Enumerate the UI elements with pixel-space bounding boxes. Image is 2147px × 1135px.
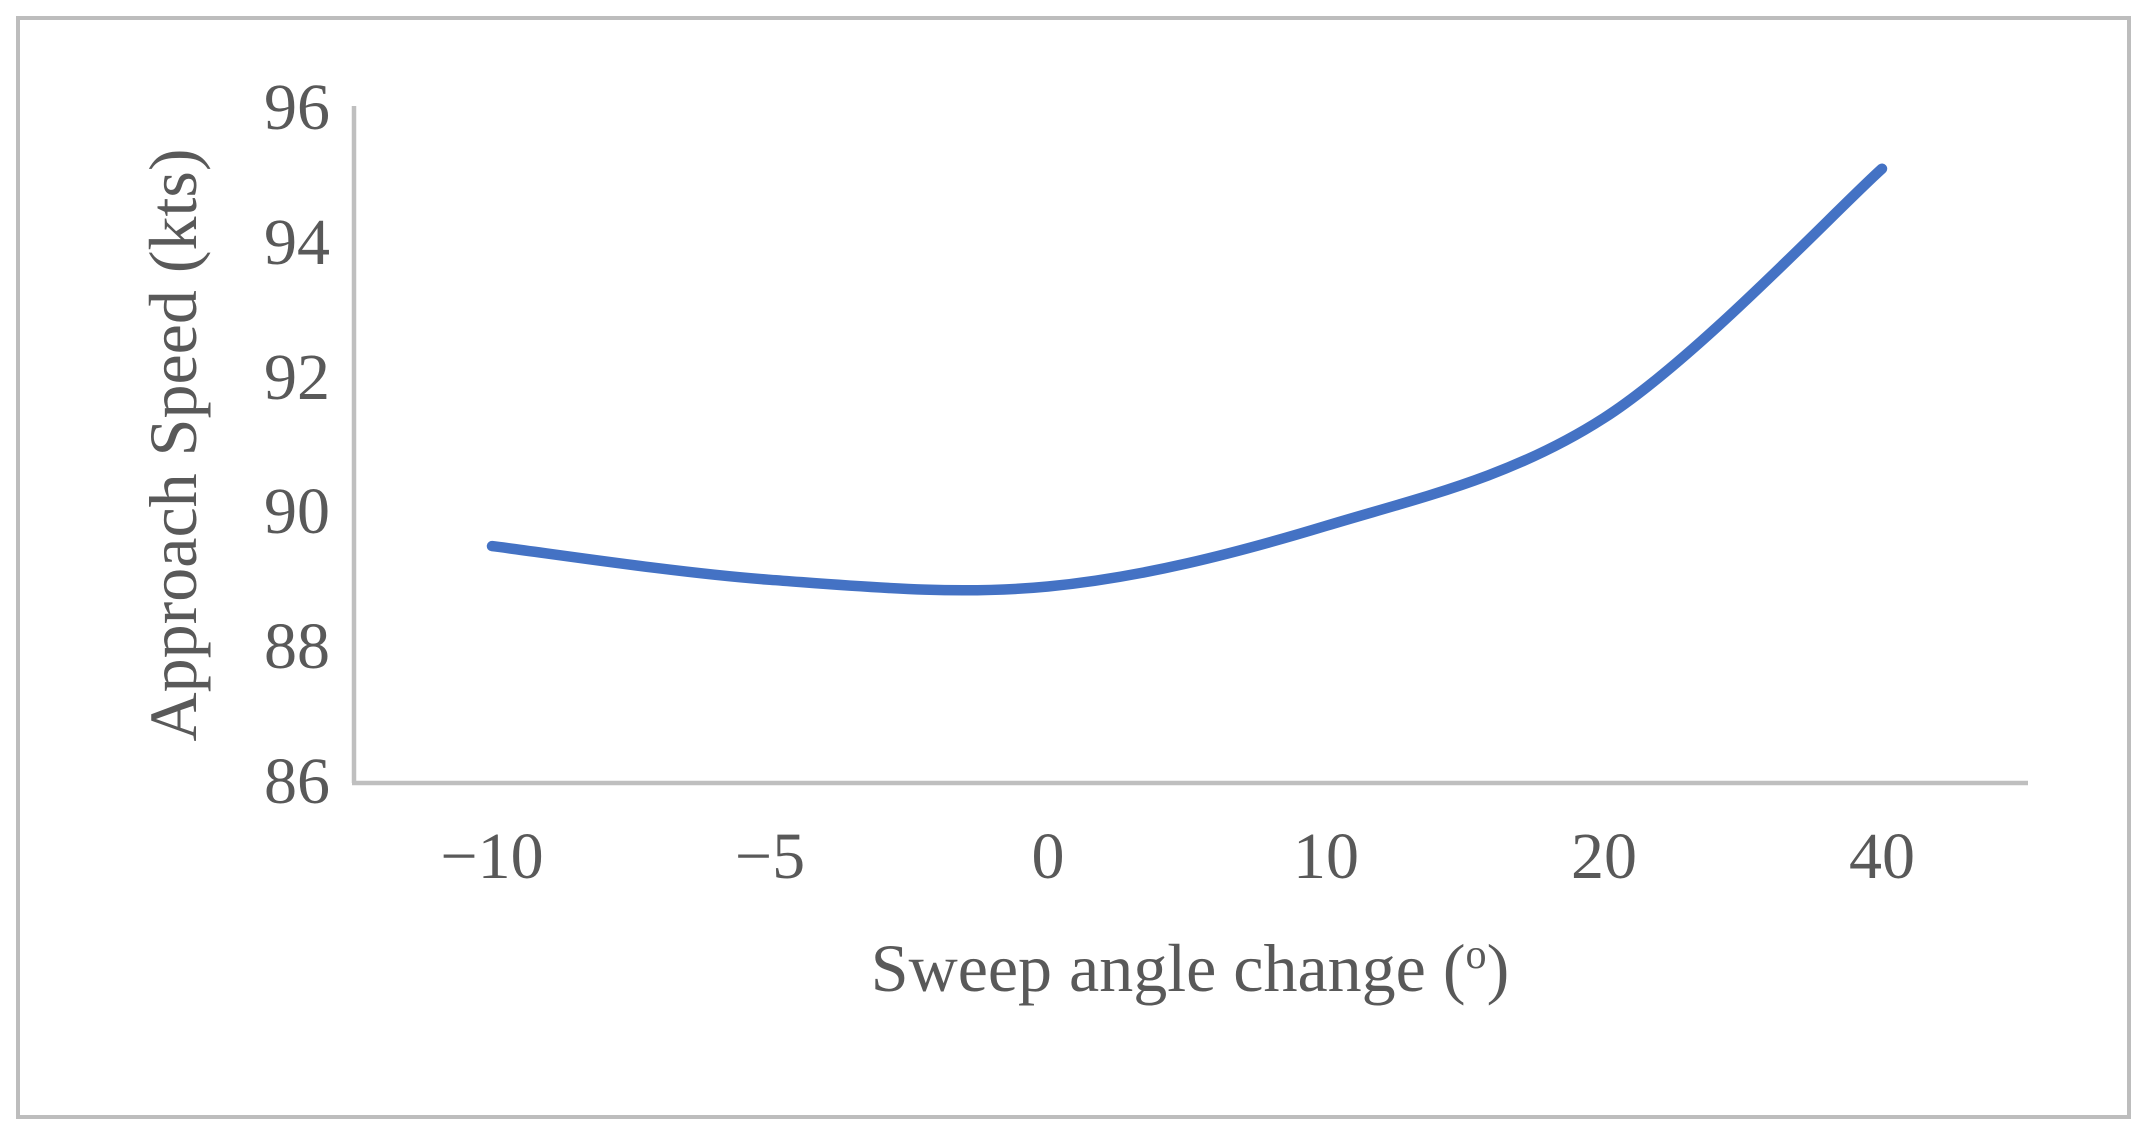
- x-tick-label: 0: [1031, 820, 1065, 893]
- degree-symbol: o: [1465, 930, 1487, 978]
- x-tick-label: 10: [1293, 820, 1359, 893]
- y-tick-label: 94: [264, 205, 330, 279]
- y-tick-label: 92: [264, 340, 330, 414]
- x-tick-label: −10: [440, 820, 544, 893]
- x-tick-label: 20: [1571, 820, 1637, 893]
- figure-border: [16, 16, 2131, 1119]
- series-line: [486, 163, 1888, 596]
- x-tick-label: 40: [1849, 820, 1915, 893]
- y-tick-label: 90: [264, 475, 330, 549]
- y-tick-label: 96: [264, 71, 330, 144]
- x-axis-title-close-paren: ): [1486, 930, 1510, 1006]
- x-axis-title: Sweep angle change (o): [871, 932, 1509, 1004]
- y-tick-label: 86: [264, 745, 330, 818]
- y-axis-title: Approach Speed (kts): [135, 148, 211, 742]
- x-axis-title-text: Sweep angle change (: [870, 930, 1466, 1006]
- y-tick-label: 88: [264, 610, 330, 684]
- x-tick-label: −5: [734, 820, 806, 893]
